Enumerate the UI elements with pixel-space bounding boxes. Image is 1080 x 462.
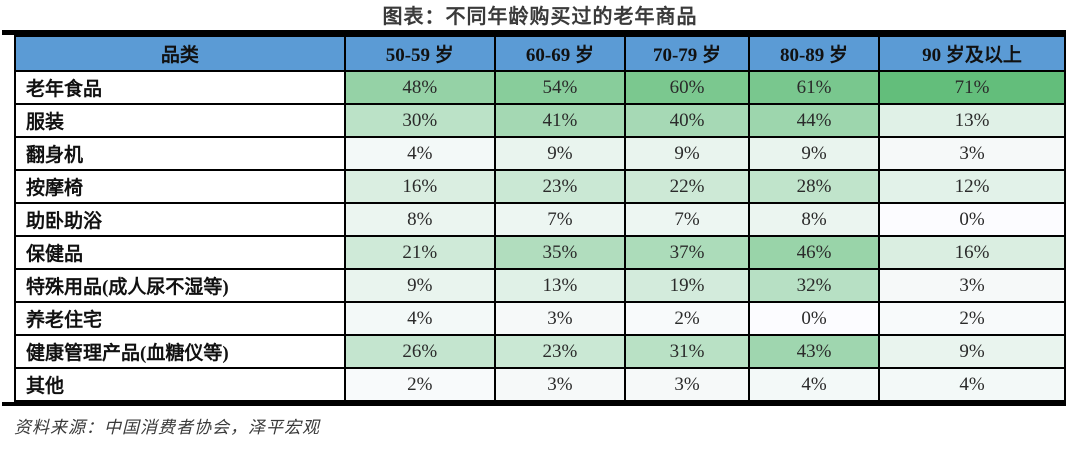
category-cell: 特殊用品(成人尿不湿等) xyxy=(14,268,346,303)
value-cell: 2% xyxy=(624,301,750,336)
value-cell: 12% xyxy=(878,169,1066,204)
table-body: 老年食品 48% 54% 60% 61% 71% 服装 30% 41% 40% 44% 13% 翻身机 4… xyxy=(14,70,1066,402)
table-row: 按摩椅 16% 23% 22% 28% 12% xyxy=(14,169,1066,204)
value-cell: 3% xyxy=(493,301,627,336)
category-cell: 保健品 xyxy=(14,235,346,270)
category-cell: 翻身机 xyxy=(14,136,346,171)
value-cell: 43% xyxy=(747,334,881,369)
table-wrapper: 品类 50-59 岁 60-69 岁 70-79 岁 80-89 岁 90 岁及以上 老年… xyxy=(2,30,1066,406)
source-note: 资料来源：中国消费者协会，泽平宏观 xyxy=(14,418,320,437)
value-cell: 61% xyxy=(747,70,881,105)
value-cell: 41% xyxy=(493,103,627,138)
category-cell: 其他 xyxy=(14,367,346,402)
table-row: 健康管理产品(血糖仪等) 26% 23% 31% 43% 9% xyxy=(14,334,1066,369)
category-cell: 服装 xyxy=(14,103,346,138)
value-cell: 8% xyxy=(747,202,881,237)
category-cell: 老年食品 xyxy=(14,70,346,105)
value-cell: 0% xyxy=(878,202,1066,237)
table-row: 老年食品 48% 54% 60% 61% 71% xyxy=(14,70,1066,105)
value-cell: 71% xyxy=(878,70,1066,105)
header-cell-age-2: 70-79 岁 xyxy=(624,35,750,72)
value-cell: 46% xyxy=(747,235,881,270)
value-cell: 22% xyxy=(624,169,750,204)
value-cell: 9% xyxy=(747,136,881,171)
value-cell: 28% xyxy=(747,169,881,204)
value-cell: 13% xyxy=(878,103,1066,138)
value-cell: 3% xyxy=(493,367,627,402)
table-row: 养老住宅 4% 3% 2% 0% 2% xyxy=(14,301,1066,336)
value-cell: 48% xyxy=(343,70,496,105)
value-cell: 23% xyxy=(493,334,627,369)
value-cell: 8% xyxy=(343,202,496,237)
value-cell: 9% xyxy=(493,136,627,171)
value-cell: 0% xyxy=(747,301,881,336)
value-cell: 2% xyxy=(343,367,496,402)
value-cell: 7% xyxy=(493,202,627,237)
value-cell: 2% xyxy=(878,301,1066,336)
value-cell: 37% xyxy=(624,235,750,270)
value-cell: 23% xyxy=(493,169,627,204)
value-cell: 35% xyxy=(493,235,627,270)
value-cell: 3% xyxy=(878,136,1066,171)
value-cell: 4% xyxy=(343,136,496,171)
category-cell: 养老住宅 xyxy=(14,301,346,336)
header-cell-age-3: 80-89 岁 xyxy=(747,35,881,72)
value-cell: 3% xyxy=(878,268,1066,303)
value-cell: 9% xyxy=(343,268,496,303)
value-cell: 4% xyxy=(878,367,1066,402)
value-cell: 40% xyxy=(624,103,750,138)
value-cell: 32% xyxy=(747,268,881,303)
value-cell: 21% xyxy=(343,235,496,270)
value-cell: 4% xyxy=(747,367,881,402)
value-cell: 16% xyxy=(343,169,496,204)
value-cell: 16% xyxy=(878,235,1066,270)
value-cell: 4% xyxy=(343,301,496,336)
value-cell: 19% xyxy=(624,268,750,303)
table-row: 保健品 21% 35% 37% 46% 16% xyxy=(14,235,1066,270)
table-row: 其他 2% 3% 3% 4% 4% xyxy=(14,367,1066,402)
value-cell: 31% xyxy=(624,334,750,369)
value-cell: 60% xyxy=(624,70,750,105)
chart-title: 图表：不同年龄购买过的老年商品 xyxy=(382,6,698,28)
table-head: 品类 50-59 岁 60-69 岁 70-79 岁 80-89 岁 90 岁及以上 xyxy=(14,35,1066,72)
value-cell: 30% xyxy=(343,103,496,138)
value-cell: 3% xyxy=(624,367,750,402)
category-cell: 健康管理产品(血糖仪等) xyxy=(14,334,346,369)
table-row: 特殊用品(成人尿不湿等) 9% 13% 19% 32% 3% xyxy=(14,268,1066,303)
heatmap-table: 品类 50-59 岁 60-69 岁 70-79 岁 80-89 岁 90 岁及以上 老年… xyxy=(14,35,1066,402)
value-cell: 26% xyxy=(343,334,496,369)
table-row: 助卧助浴 8% 7% 7% 8% 0% xyxy=(14,202,1066,237)
category-cell: 按摩椅 xyxy=(14,169,346,204)
header-cell-age-4: 90 岁及以上 xyxy=(878,35,1066,72)
value-cell: 9% xyxy=(624,136,750,171)
table-row: 服装 30% 41% 40% 44% 13% xyxy=(14,103,1066,138)
value-cell: 44% xyxy=(747,103,881,138)
category-cell: 助卧助浴 xyxy=(14,202,346,237)
header-row: 品类 50-59 岁 60-69 岁 70-79 岁 80-89 岁 90 岁及以上 xyxy=(14,35,1066,72)
table-row: 翻身机 4% 9% 9% 9% 3% xyxy=(14,136,1066,171)
header-cell-age-0: 50-59 岁 xyxy=(343,35,496,72)
header-cell-age-1: 60-69 岁 xyxy=(493,35,627,72)
value-cell: 7% xyxy=(624,202,750,237)
value-cell: 13% xyxy=(493,268,627,303)
value-cell: 9% xyxy=(878,334,1066,369)
header-cell-category: 品类 xyxy=(14,35,346,72)
value-cell: 54% xyxy=(493,70,627,105)
